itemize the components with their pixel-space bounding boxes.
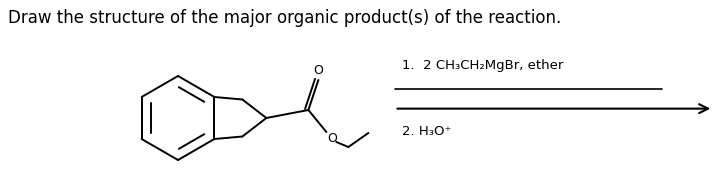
Text: Draw the structure of the major organic product(s) of the reaction.: Draw the structure of the major organic … [8, 9, 561, 27]
Text: O: O [327, 133, 337, 146]
Text: 1.  2 CH₃CH₂MgBr, ether: 1. 2 CH₃CH₂MgBr, ether [402, 59, 563, 73]
Text: O: O [313, 64, 324, 77]
Text: 2. H₃O⁺: 2. H₃O⁺ [402, 125, 451, 139]
